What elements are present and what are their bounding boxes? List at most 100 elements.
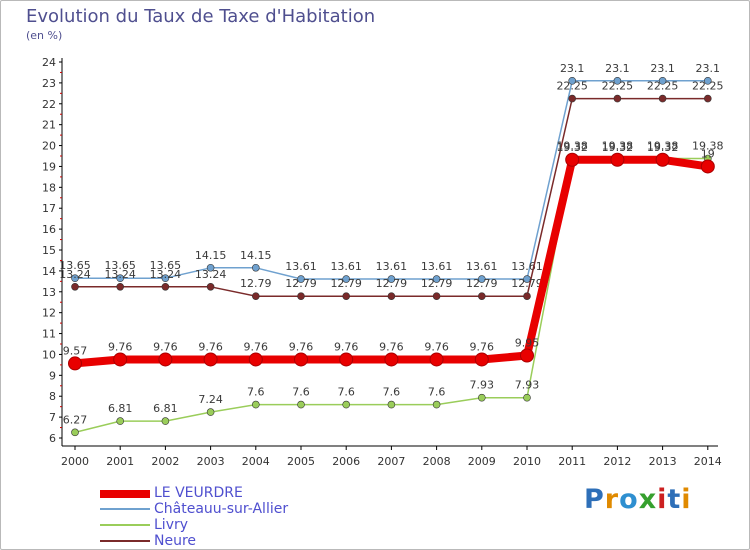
data-label-le-veurdre: 9.76 — [108, 340, 133, 353]
legend-label-le-veurdre: LE VEURDRE — [154, 485, 243, 501]
y-tick-label: 8 — [49, 390, 56, 403]
data-label-livry: 19.38 — [692, 140, 724, 153]
data-point-le-veurdre — [113, 352, 128, 367]
data-point-livry — [342, 400, 351, 409]
data-label-livry: 6.81 — [108, 402, 133, 415]
data-label-neure: 22.25 — [556, 80, 588, 93]
data-label-neure: 22.25 — [692, 80, 724, 93]
x-tick-label: 2005 — [287, 455, 315, 468]
data-label-chateauu-sur-allier: 14.15 — [195, 249, 227, 262]
data-point-chateauu-sur-allier — [568, 77, 577, 85]
legend-label-neure: Neure — [154, 533, 197, 549]
x-tick-label: 2012 — [603, 455, 631, 468]
data-point-livry — [477, 393, 486, 402]
data-label-chateauu-sur-allier: 13.61 — [285, 260, 317, 273]
y-tick-label: 23 — [42, 77, 56, 90]
proxiti-logo: Proxiti — [584, 484, 692, 515]
data-label-le-veurdre: 9.95 — [515, 336, 540, 349]
data-label-livry: 7.6 — [292, 386, 310, 399]
data-label-le-veurdre: 9.57 — [63, 344, 88, 357]
data-label-livry: 7.6 — [337, 386, 355, 399]
data-point-chateauu-sur-allier — [297, 275, 305, 283]
data-label-livry: 6.81 — [153, 402, 178, 415]
y-tick-label: 7 — [49, 411, 56, 424]
data-point-neure — [297, 292, 305, 300]
data-label-chateauu-sur-allier: 13.61 — [421, 260, 453, 273]
x-tick-label: 2006 — [332, 455, 360, 468]
x-tick-label: 2008 — [423, 455, 451, 468]
y-tick-label: 10 — [42, 348, 56, 361]
legend-swatch-le-veurdre — [100, 490, 150, 498]
data-point-neure — [568, 94, 577, 103]
data-point-le-veurdre — [610, 152, 625, 167]
data-point-chateauu-sur-allier — [71, 274, 79, 283]
data-point-le-veurdre — [294, 352, 308, 367]
data-label-chateauu-sur-allier: 13.61 — [466, 260, 498, 273]
data-label-chateauu-sur-allier: 13.65 — [150, 259, 182, 272]
data-point-livry — [432, 400, 441, 409]
data-point-chateauu-sur-allier — [432, 275, 441, 283]
data-label-chateauu-sur-allier: 23.1 — [605, 62, 630, 75]
data-point-chateauu-sur-allier — [116, 274, 124, 283]
data-point-chateauu-sur-allier — [161, 274, 170, 283]
data-label-livry: 7.93 — [515, 379, 540, 392]
data-label-le-veurdre: 19.32 — [602, 141, 634, 154]
data-point-chateauu-sur-allier — [206, 263, 215, 272]
data-point-livry — [161, 417, 170, 425]
data-label-neure: 13.24 — [59, 268, 91, 281]
data-point-neure — [342, 292, 351, 300]
legend-label-chateau-sur-allier: Châteauu-sur-Allier — [154, 501, 289, 517]
data-label-chateauu-sur-allier: 13.61 — [376, 260, 408, 273]
data-point-le-veurdre — [429, 352, 444, 367]
data-label-neure: 13.24 — [195, 268, 227, 281]
y-tick-label: 14 — [42, 265, 56, 278]
data-label-neure: 13.24 — [150, 268, 182, 281]
y-tick-label: 24 — [42, 56, 56, 69]
x-tick-label: 2010 — [513, 455, 541, 468]
legend-swatch-chateau-sur-allier — [100, 508, 150, 510]
data-point-le-veurdre — [655, 152, 670, 167]
data-label-neure: 12.79 — [240, 277, 272, 290]
y-tick-label: 9 — [49, 369, 56, 382]
data-point-le-veurdre — [248, 352, 263, 367]
data-point-le-veurdre — [68, 356, 82, 371]
data-label-le-veurdre: 9.76 — [153, 340, 178, 353]
data-label-le-veurdre: 9.76 — [334, 340, 359, 353]
data-point-neure — [116, 282, 124, 291]
y-tick-label: 19 — [42, 160, 56, 173]
data-label-le-veurdre: 9.76 — [198, 340, 223, 353]
data-label-livry: 7.6 — [247, 386, 265, 399]
y-tick-label: 13 — [42, 286, 56, 299]
data-point-livry — [387, 400, 396, 409]
data-point-neure — [613, 94, 622, 103]
data-label-livry: 6.27 — [63, 413, 88, 426]
y-tick-label: 22 — [42, 98, 56, 111]
data-label-le-veurdre: 9.76 — [244, 340, 269, 353]
x-tick-label: 2014 — [694, 455, 722, 468]
data-label-chateauu-sur-allier: 23.1 — [650, 62, 675, 75]
data-point-chateauu-sur-allier — [342, 275, 351, 283]
y-tick-label: 18 — [42, 181, 56, 194]
x-tick-label: 2000 — [61, 455, 89, 468]
data-point-le-veurdre — [339, 352, 354, 367]
data-label-le-veurdre: 9.76 — [379, 340, 404, 353]
data-label-livry: 7.6 — [383, 386, 401, 399]
y-tick-label: 6 — [49, 432, 56, 445]
data-label-le-veurdre: 9.76 — [289, 340, 314, 353]
y-tick-label: 12 — [42, 307, 56, 320]
x-tick-label: 2003 — [197, 455, 225, 468]
data-point-livry — [297, 400, 305, 409]
y-tick-label: 15 — [42, 244, 56, 257]
data-point-chateauu-sur-allier — [613, 77, 622, 85]
data-point-neure — [71, 282, 79, 291]
data-label-livry: 7.6 — [428, 386, 446, 399]
data-point-neure — [703, 94, 712, 103]
data-point-livry — [71, 428, 79, 437]
data-label-neure: 22.25 — [647, 80, 679, 93]
data-label-le-veurdre: 19.32 — [556, 141, 588, 154]
x-tick-label: 2004 — [242, 455, 270, 468]
x-tick-label: 2002 — [151, 455, 179, 468]
data-point-chateauu-sur-allier — [658, 77, 667, 85]
